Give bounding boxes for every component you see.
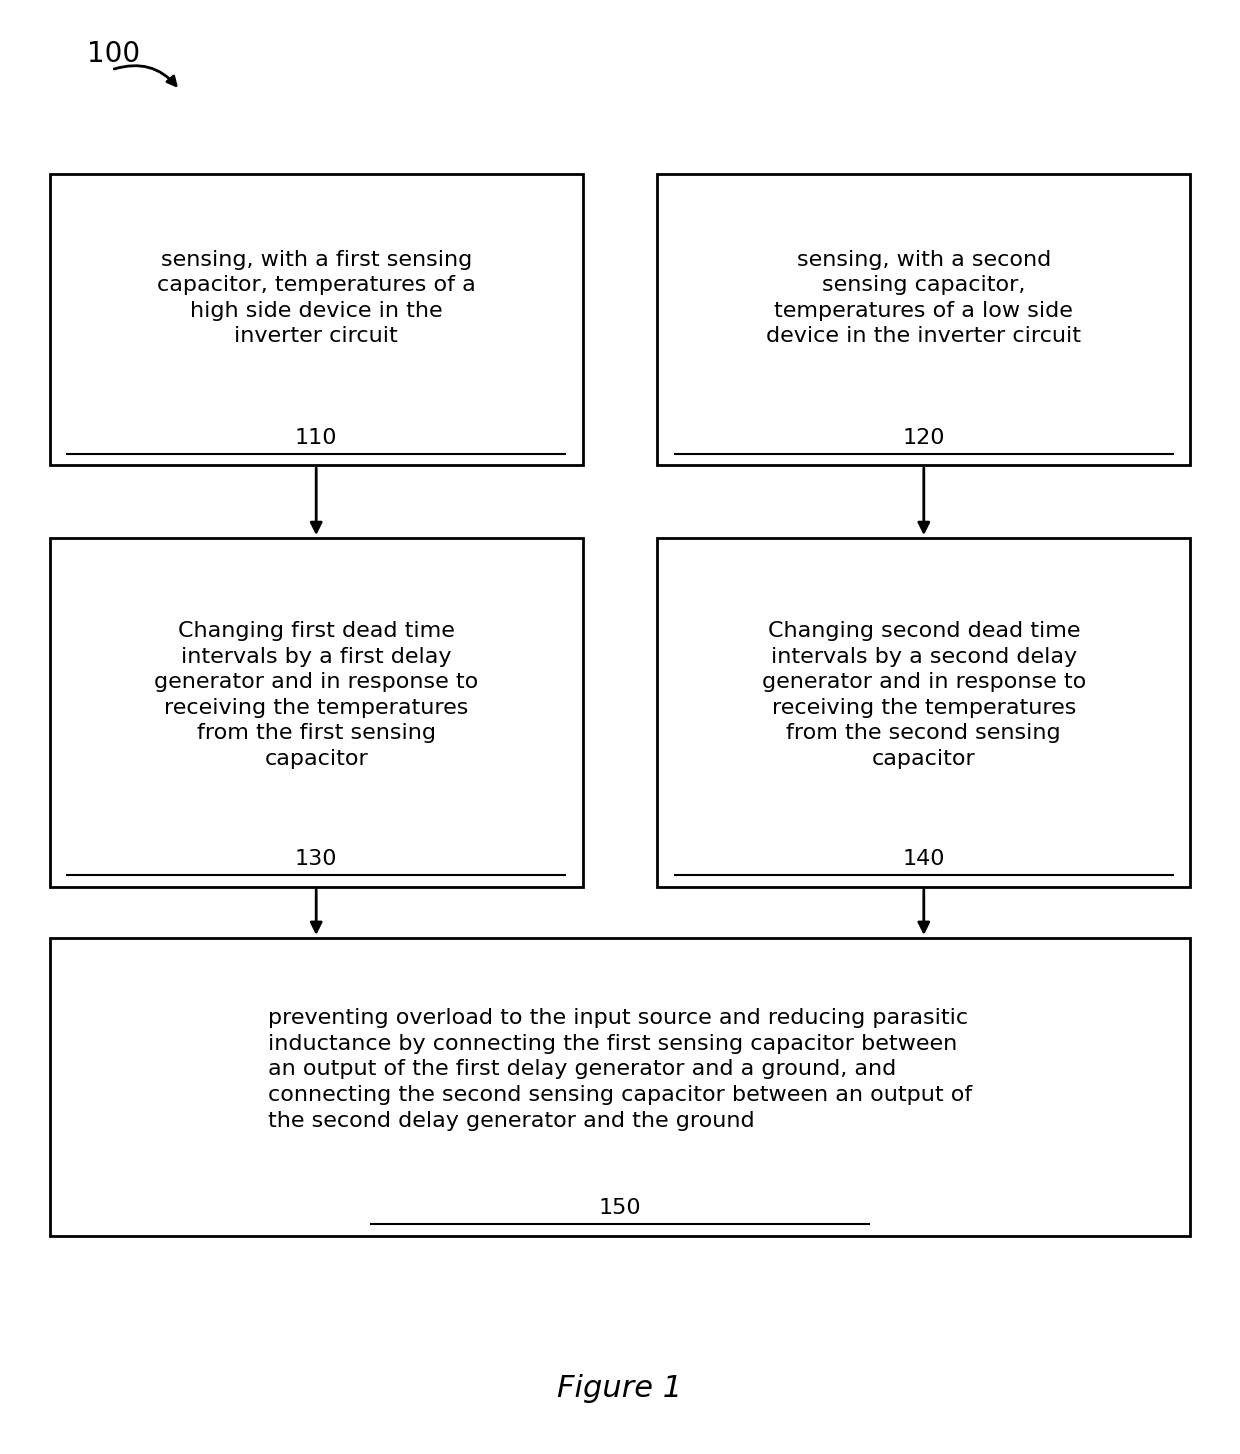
Text: sensing, with a second
sensing capacitor,
temperatures of a low side
device in t: sensing, with a second sensing capacitor… <box>766 250 1081 346</box>
Text: 100: 100 <box>87 39 140 68</box>
Text: 130: 130 <box>295 849 337 869</box>
Bar <box>50 938 1190 1236</box>
Text: 120: 120 <box>903 427 945 448</box>
Bar <box>657 538 1190 887</box>
Bar <box>50 174 583 465</box>
Text: sensing, with a first sensing
capacitor, temperatures of a
high side device in t: sensing, with a first sensing capacitor,… <box>156 250 476 346</box>
Text: 140: 140 <box>903 849 945 869</box>
Bar <box>50 538 583 887</box>
Text: Changing second dead time
intervals by a second delay
generator and in response : Changing second dead time intervals by a… <box>761 621 1086 769</box>
Text: Changing first dead time
intervals by a first delay
generator and in response to: Changing first dead time intervals by a … <box>154 621 479 769</box>
Text: 110: 110 <box>295 427 337 448</box>
Text: Figure 1: Figure 1 <box>558 1374 682 1403</box>
Text: preventing overload to the input source and reducing parasitic
inductance by con: preventing overload to the input source … <box>268 1008 972 1131</box>
Bar <box>657 174 1190 465</box>
Text: 150: 150 <box>599 1198 641 1218</box>
